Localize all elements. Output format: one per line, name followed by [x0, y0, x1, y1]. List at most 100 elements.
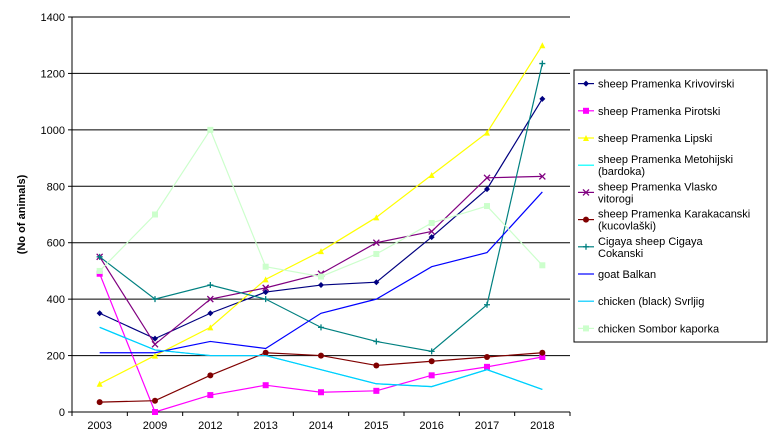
data-point	[262, 263, 269, 270]
legend-marker	[583, 243, 589, 250]
legend-label: Cigaya sheep Cigaya Cokanski	[598, 236, 703, 260]
data-point	[262, 296, 269, 303]
legend-item: sheep Pramenka Vlasko vitorogi	[578, 181, 717, 205]
legend-label: sheep Pramenka Karakacanski (kucovlaški)	[598, 209, 750, 233]
legend-item: sheep Pramenka Karakacanski (kucovlaški)	[578, 209, 750, 233]
data-point	[539, 60, 546, 67]
data-point	[373, 338, 380, 345]
series-line	[99, 191, 543, 354]
y-tick-label: 200	[47, 351, 65, 363]
data-point	[484, 301, 490, 308]
data-point	[262, 382, 269, 389]
y-tick-label: 400	[47, 294, 65, 306]
legend-marker	[583, 107, 589, 114]
legend-marker	[583, 216, 589, 223]
data-point	[428, 172, 435, 178]
data-point	[484, 353, 490, 360]
data-point	[152, 335, 158, 342]
data-point	[152, 352, 158, 359]
legend-item: sheep Pramenka Lipski	[578, 133, 712, 145]
data-point	[207, 324, 214, 331]
y-tick-label: 600	[47, 238, 65, 250]
data-point	[318, 282, 324, 289]
data-point	[539, 349, 546, 356]
data-point	[262, 276, 269, 283]
legend-box	[573, 69, 768, 343]
data-point	[539, 42, 546, 49]
data-point	[207, 392, 214, 399]
data-point	[539, 353, 546, 360]
series-7	[96, 60, 546, 355]
data-point	[373, 251, 380, 257]
x-tick-label: 2015	[364, 420, 388, 432]
legend-item: Cigaya sheep Cigaya Cokanski	[578, 236, 703, 260]
data-point	[152, 397, 158, 404]
y-axis-label: (No of animals)	[16, 174, 28, 254]
legend-label: sheep Pramenka Metohijski (bardoka)	[598, 154, 733, 178]
series-1	[96, 95, 546, 342]
data-point	[207, 126, 214, 133]
data-point	[373, 279, 380, 286]
series-3	[96, 42, 546, 387]
legend-marker	[583, 325, 589, 332]
legend-label: sheep Pramenka Krivovirski	[598, 79, 734, 91]
data-point	[152, 211, 158, 218]
y-tick-label: 1200	[41, 68, 65, 80]
gridlines	[72, 16, 570, 357]
x-tick-label: 2017	[475, 420, 499, 432]
data-point	[539, 262, 546, 269]
series-10	[96, 126, 546, 280]
legend-marker	[582, 188, 590, 196]
data-point	[428, 234, 435, 241]
data-point	[318, 248, 324, 255]
series-line	[99, 128, 543, 278]
legend-label: sheep Pramenka Lipski	[598, 133, 712, 145]
data-point	[262, 284, 270, 292]
x-tick-label: 2003	[87, 420, 111, 432]
series-6	[96, 349, 546, 406]
data-point	[262, 349, 269, 356]
data-point	[96, 310, 103, 317]
tick-labels: 0 200 400 600 800 1000 1200 1400 2003 2009 2012 201…	[16, 12, 555, 432]
data-point	[96, 380, 103, 387]
data-point	[538, 172, 546, 180]
data-point	[207, 282, 214, 289]
data-point	[373, 362, 380, 369]
data-point	[262, 289, 269, 296]
legend-item: sheep Pramenka Pirotski	[578, 106, 720, 118]
data-point	[318, 324, 324, 331]
series-line	[99, 98, 543, 340]
data-point	[372, 239, 380, 247]
x-tick-label: 2016	[419, 420, 443, 432]
legend-marker	[583, 80, 589, 87]
legend-label: chicken (black) Svrljig	[598, 296, 704, 308]
series-5	[96, 172, 546, 348]
legend-item: sheep Pramenka Krivovirski	[578, 79, 734, 91]
series-line	[99, 175, 543, 346]
data-point	[484, 129, 490, 136]
data-point	[207, 310, 214, 317]
data-point	[318, 389, 324, 396]
legend-label: sheep Pramenka Vlasko vitorogi	[598, 181, 717, 205]
series-line	[99, 63, 543, 352]
legend-item: sheep Pramenka Metohijski (bardoka)	[578, 154, 733, 178]
legend-item: goat Balkan	[578, 269, 656, 281]
series-group	[96, 42, 546, 415]
data-point	[207, 372, 214, 379]
data-point	[484, 186, 490, 193]
legend-item: chicken Sombor kaporka	[578, 323, 720, 335]
data-point	[318, 273, 324, 280]
data-point	[484, 203, 490, 210]
x-tick-label: 2013	[253, 420, 277, 432]
data-point	[428, 358, 435, 365]
series-line	[99, 326, 543, 390]
data-point	[428, 227, 436, 235]
data-point	[96, 267, 103, 274]
y-tick-label: 1000	[41, 125, 65, 137]
data-point	[152, 296, 158, 303]
legend-label: sheep Pramenka Pirotski	[598, 106, 720, 118]
data-point	[373, 387, 380, 394]
data-point	[373, 214, 380, 221]
